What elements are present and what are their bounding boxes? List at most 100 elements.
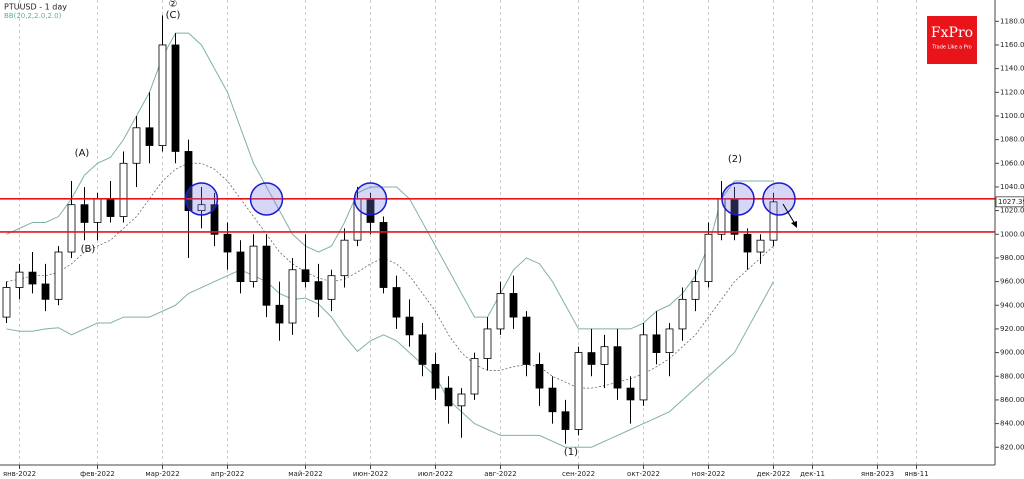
- candle-body: [691, 281, 700, 300]
- y-tick-label: 1160.00: [1000, 41, 1024, 49]
- candle-body: [470, 358, 479, 395]
- candle-body: [145, 127, 154, 146]
- arrow: [782, 203, 796, 225]
- y-tick-label: 1120.00: [1000, 88, 1024, 96]
- candle-body: [197, 204, 206, 212]
- candle-body: [301, 269, 310, 283]
- candle-body: [574, 352, 583, 430]
- annotation: (A): [75, 148, 90, 159]
- y-tick-label: 1040.00: [1000, 183, 1024, 191]
- highlight-circle: [721, 182, 755, 216]
- candle-body: [184, 151, 193, 212]
- candle-body: [67, 204, 76, 253]
- y-tick-label: 1140.00: [1000, 65, 1024, 73]
- candle-body: [444, 387, 453, 407]
- y-tick-label: 1080.00: [1000, 136, 1024, 144]
- candle-body: [756, 239, 765, 253]
- candle-body: [704, 233, 713, 283]
- candle-body: [496, 293, 505, 330]
- x-tick-label: авг-2022: [484, 470, 516, 478]
- y-tick-label: 1100.00: [1000, 112, 1024, 120]
- candle-body: [288, 269, 297, 324]
- candle-body: [509, 293, 518, 318]
- candle-body: [613, 346, 622, 389]
- x-tick-label: фев-2022: [80, 470, 115, 478]
- x-tick-label: дек-2022: [757, 470, 791, 478]
- candle-body: [639, 334, 648, 401]
- x-tick-label: янв-11: [904, 470, 928, 478]
- candle-body: [28, 271, 37, 285]
- x-tick-label: янв-2023: [861, 470, 894, 478]
- candle-body: [93, 198, 102, 223]
- levels: [0, 197, 995, 233]
- x-tick-label: окт-2022: [627, 470, 660, 478]
- price-tag: [995, 196, 1024, 208]
- price-tag-label: 1027.39: [998, 198, 1024, 206]
- candle-body: [457, 393, 466, 407]
- highlight-circle: [184, 182, 219, 216]
- candle-body: [431, 364, 440, 389]
- candle-body: [223, 233, 232, 253]
- candle-body: [2, 287, 11, 318]
- x-tick-label: ноя-2022: [692, 470, 725, 478]
- chart-title: PTUUSD - 1 day: [4, 3, 67, 12]
- y-tick-label: 1060.00: [1000, 159, 1024, 167]
- highlight-circle: [762, 182, 796, 216]
- candle-body: [132, 127, 141, 164]
- annotation: ②: [169, 0, 178, 10]
- x-tick-label: сен-2022: [562, 470, 595, 478]
- y-tick-label: 820.00: [1000, 443, 1024, 451]
- y-tick-label: 840.00: [1000, 420, 1024, 428]
- arrow-head: [791, 221, 797, 228]
- candle-body: [587, 352, 596, 365]
- candle-body: [41, 283, 50, 300]
- candle-body: [522, 316, 531, 365]
- candle-body: [54, 251, 63, 300]
- candle-body: [600, 346, 609, 365]
- logo-name: FxPro: [931, 25, 973, 41]
- annotation: (2): [728, 154, 742, 165]
- annotation: (C): [166, 10, 181, 21]
- candle-body: [665, 328, 674, 353]
- candle-body: [535, 364, 544, 389]
- candle-body: [275, 304, 284, 324]
- candle-body: [158, 44, 167, 146]
- highlight-circle: [249, 182, 284, 216]
- candle-body: [418, 334, 427, 365]
- candle-body: [379, 222, 388, 288]
- candle-body: [171, 44, 180, 152]
- x-tick-label: мар-2022: [145, 470, 179, 478]
- candle-body: [769, 201, 778, 241]
- candle-body: [262, 245, 271, 306]
- bb-upper: [6, 32, 774, 330]
- candles: [2, 15, 778, 444]
- y-tick-label: 940.00: [1000, 301, 1024, 309]
- y-tick-label: 1000.00: [1000, 230, 1024, 238]
- y-tick-label: 920.00: [1000, 325, 1024, 333]
- candle-body: [626, 387, 635, 401]
- candle-body: [405, 316, 414, 336]
- x-tick-label: апр-2022: [211, 470, 245, 478]
- annotation: (B): [81, 244, 96, 255]
- y-tick-label: 980.00: [1000, 254, 1024, 262]
- candle-body: [119, 162, 128, 217]
- y-tick-label: 880.00: [1000, 372, 1024, 380]
- candle-body: [743, 233, 752, 253]
- y-tick-label: 900.00: [1000, 349, 1024, 357]
- candle-body: [106, 198, 115, 217]
- x-tick-label: июл-2022: [418, 470, 453, 478]
- bb-lower: [6, 269, 774, 448]
- indicator-label: BB(20,2,2.0,2.0): [4, 12, 62, 20]
- candle-body: [236, 251, 245, 283]
- candle-body: [249, 245, 258, 283]
- highlight-circle: [353, 182, 388, 216]
- candle-body: [80, 204, 89, 223]
- logo-tagline: Trade Like a Pro: [931, 45, 971, 51]
- candle-body: [314, 281, 323, 300]
- x-tick-label: дек-11: [800, 470, 825, 478]
- candle-body: [483, 328, 492, 359]
- y-tick-label: 960.00: [1000, 278, 1024, 286]
- x-tick-label: янв-2022: [3, 470, 36, 478]
